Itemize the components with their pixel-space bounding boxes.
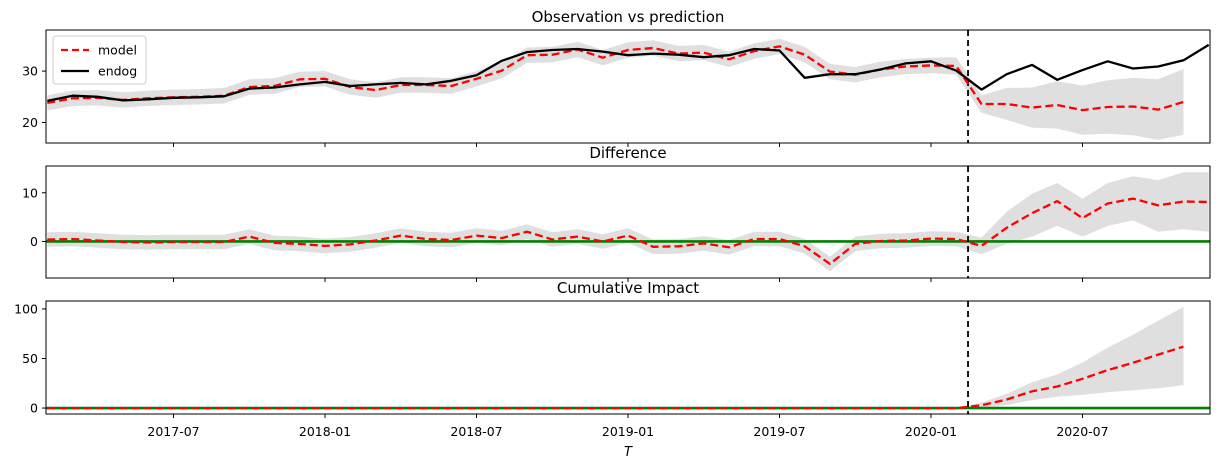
y-tick-label: 30 xyxy=(22,64,38,79)
series-line-diff-1 xyxy=(47,197,1209,266)
confidence-band-1 xyxy=(47,172,1209,272)
x-tick-label: 2019-01 xyxy=(602,424,654,439)
x-tick-label: 2020-01 xyxy=(905,424,957,439)
x-axis-label: T xyxy=(624,445,633,460)
series-line-endog-0 xyxy=(47,43,1210,103)
panel-title: Observation vs prediction xyxy=(532,8,725,26)
x-tick-label: 2018-07 xyxy=(450,424,502,439)
y-tick-label: 100 xyxy=(14,301,38,316)
x-tick-label: 2018-01 xyxy=(299,424,351,439)
series-line-diff-2 xyxy=(47,345,1184,410)
y-tick-label: 0 xyxy=(30,401,38,416)
x-tick-label: 2017-07 xyxy=(147,424,199,439)
x-tick-label: 2019-07 xyxy=(753,424,805,439)
panel-0-plot xyxy=(47,30,1210,143)
panel-title: Cumulative Impact xyxy=(557,279,699,297)
y-tick-label: 20 xyxy=(22,115,38,130)
x-tick-label: 2020-07 xyxy=(1056,424,1108,439)
legend: model endog xyxy=(52,35,147,85)
panel-2-plot xyxy=(46,301,1210,414)
y-tick-label: 50 xyxy=(22,351,38,366)
y-tick-label: 0 xyxy=(30,234,38,249)
y-tick-label: 10 xyxy=(22,185,38,200)
confidence-band-2 xyxy=(47,306,1184,409)
panel-1-plot xyxy=(46,166,1210,278)
legend-label-model: model xyxy=(98,43,137,58)
legend-label-endog: endog xyxy=(98,64,137,79)
panel-title: Difference xyxy=(589,144,666,162)
